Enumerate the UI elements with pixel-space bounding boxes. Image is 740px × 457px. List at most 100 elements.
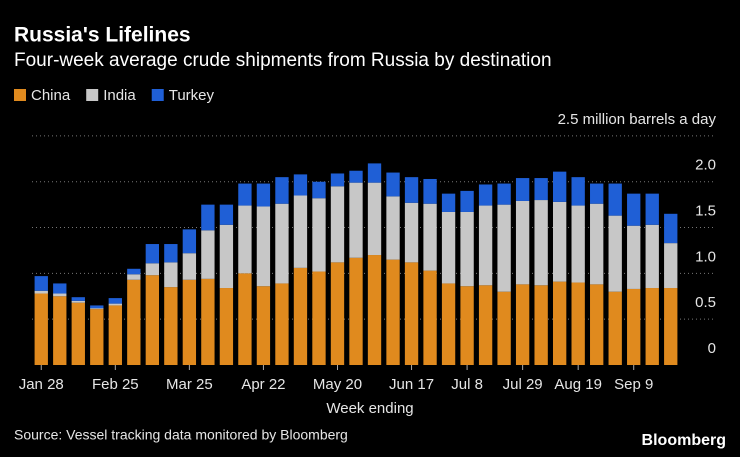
bar-segment: [275, 177, 289, 204]
bar-segment: [608, 183, 622, 216]
bar-segment: [627, 193, 641, 226]
y-tick-label: 0.5: [695, 294, 716, 311]
bar-segment: [164, 262, 178, 288]
bar-segment: [441, 283, 456, 365]
bar-segment: [386, 196, 400, 260]
bar-segment: [460, 190, 474, 212]
x-tick-label: Jan 28: [19, 376, 64, 393]
bar-segment: [312, 198, 326, 272]
bar-segment: [571, 205, 585, 283]
bar-segment: [145, 244, 160, 264]
bar-segment: [182, 279, 197, 365]
bar-segment: [145, 275, 160, 365]
bar-segment: [404, 262, 419, 365]
x-axis-label: Week ending: [326, 400, 413, 417]
bar-segment: [386, 172, 400, 197]
bar-segment: [627, 288, 641, 365]
bar-segment: [201, 204, 215, 231]
bar-segment: [53, 296, 67, 365]
bar-segment: [349, 182, 363, 258]
bar-segment: [423, 203, 437, 271]
y-tick-label: 1.5: [695, 203, 716, 220]
x-tick-label: Mar 25: [166, 376, 213, 393]
bar-segment: [275, 283, 289, 365]
bar-segment: [53, 283, 67, 294]
bar-segment: [386, 259, 400, 365]
bar-segment: [441, 211, 456, 284]
bar-segment: [256, 206, 271, 287]
brand: Bloomberg: [642, 432, 726, 449]
bar-segment: [108, 298, 122, 304]
x-tick-label: Jun 17: [389, 376, 434, 393]
bar-segment: [312, 181, 326, 199]
bar-segment: [238, 273, 252, 365]
bar-segment: [608, 291, 622, 365]
bar-segment: [590, 183, 604, 204]
bar-segment: [71, 302, 85, 365]
bar-segment: [256, 286, 271, 365]
bar-segment: [367, 163, 382, 183]
bar-segment: [497, 183, 511, 205]
bar-segment: [590, 284, 604, 365]
bar-segment: [404, 202, 419, 263]
bar-segment: [108, 305, 122, 365]
bar-segment: [238, 183, 252, 206]
bar-segment: [90, 308, 104, 310]
bar-segment: [423, 178, 437, 204]
bar-segment: [312, 271, 326, 365]
chart-subtitle: Four-week average crude shipments from R…: [14, 50, 552, 71]
legend-swatch: [86, 89, 99, 101]
bar-segment: [552, 201, 567, 282]
bar-segment: [34, 276, 48, 291]
x-tick-label: May 20: [313, 376, 362, 393]
legend-label: Turkey: [169, 87, 215, 104]
bar-segment: [478, 285, 493, 365]
bar-segment: [182, 253, 197, 280]
bar-segment: [127, 268, 141, 275]
bar-segment: [460, 286, 474, 365]
bar-segment: [127, 279, 141, 365]
bar-segment: [515, 200, 530, 285]
bar-segment: [71, 297, 85, 301]
bar-segment: [423, 270, 437, 365]
bar-segment: [441, 193, 456, 212]
bar-segment: [182, 229, 197, 254]
bar-segment: [478, 184, 493, 206]
y-tick-label: 2.5 million barrels a day: [558, 111, 717, 128]
bar-segment: [460, 211, 474, 287]
bar-segment: [534, 200, 548, 286]
bar-segment: [164, 287, 178, 365]
bar-segment: [664, 213, 678, 244]
bar-segment: [330, 173, 345, 187]
bar-segment: [293, 195, 308, 268]
x-tick-label: Sep 9: [614, 376, 653, 393]
bar-segment: [90, 305, 104, 309]
bar-segment: [552, 171, 567, 202]
bar-segment: [608, 215, 622, 292]
bar-segment: [71, 300, 85, 303]
bar-segment: [367, 255, 382, 365]
y-tick-label: 1.0: [695, 248, 716, 265]
bar-segment: [515, 284, 530, 365]
bar-segment: [34, 293, 48, 365]
bar-segment: [330, 186, 345, 263]
source: Source: Vessel tracking data monitored b…: [14, 427, 348, 443]
bar-segment: [53, 293, 67, 297]
bar-segment: [534, 285, 548, 365]
y-tick-label: 0: [708, 340, 716, 357]
legend-label: China: [31, 87, 71, 104]
bar-segment: [219, 288, 234, 365]
bar-segment: [534, 178, 548, 201]
legend-swatch: [151, 89, 164, 101]
bar-segment: [571, 177, 585, 206]
x-tick-label: Jul 29: [503, 376, 543, 393]
bar-segment: [367, 182, 382, 256]
bar-segment: [330, 262, 345, 365]
bar-segment: [164, 244, 178, 263]
bar-segment: [256, 183, 271, 207]
bar-segment: [590, 203, 604, 285]
chart-title: Russia's Lifelines: [14, 24, 191, 47]
bar-segment: [664, 288, 678, 365]
bar-segment: [145, 263, 160, 276]
bar-segment: [238, 205, 252, 274]
